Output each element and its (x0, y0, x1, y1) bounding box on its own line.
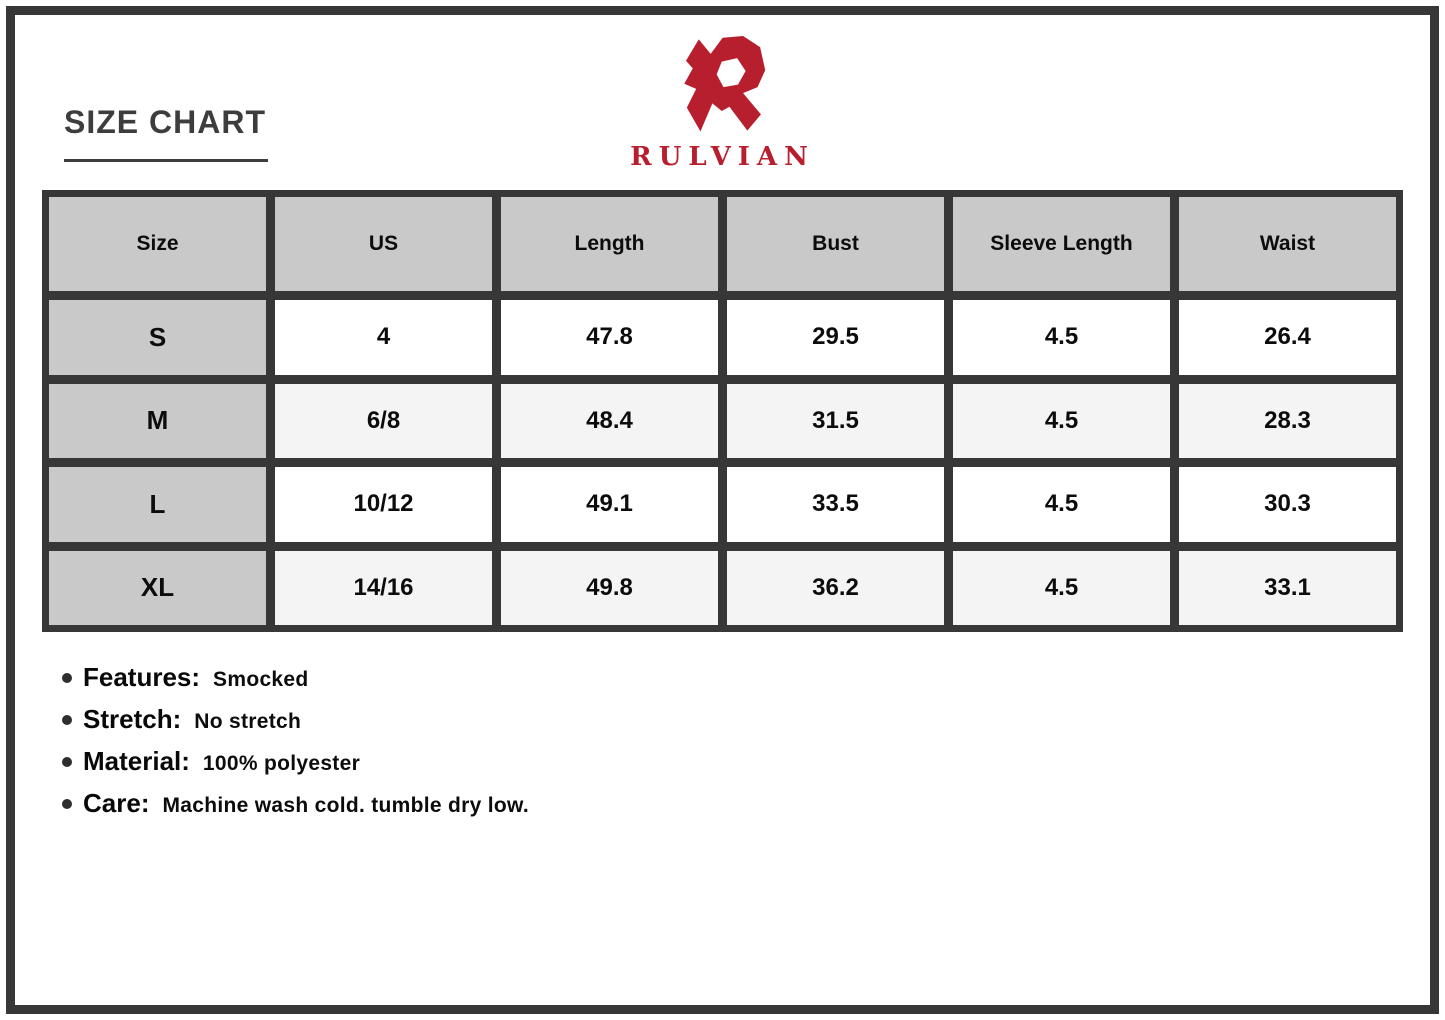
page-title: SIZE CHART (64, 104, 266, 140)
bullet-icon (62, 756, 72, 767)
table-cell-waist: 28.3 (1179, 383, 1396, 458)
table-cell-length: 48.4 (501, 383, 718, 458)
table-cell-waist: 26.4 (1179, 300, 1396, 375)
table-cell-length: 49.1 (501, 467, 718, 542)
bullet-icon (62, 672, 72, 683)
table-row-size-label: XL (49, 550, 266, 625)
product-details-list: Features: Smocked Stretch: No stretch Ma… (62, 662, 529, 819)
brand-block: RULVIAN (630, 36, 815, 172)
table-cell-sleeve: 4.5 (953, 300, 1170, 375)
table-cell-sleeve: 4.5 (953, 550, 1170, 625)
detail-care: Care: Machine wash cold. tumble dry low. (62, 788, 529, 819)
detail-value: Machine wash cold. tumble dry low. (162, 794, 529, 817)
detail-label: Care: (83, 788, 150, 818)
table-cell-us: 6/8 (275, 383, 492, 458)
detail-label: Stretch: (83, 704, 182, 734)
table-cell-sleeve: 4.5 (953, 467, 1170, 542)
size-chart-table: Size US Length Bust Sleeve Length Waist … (42, 190, 1403, 632)
detail-features: Features: Smocked (62, 662, 529, 693)
title-underline (64, 159, 268, 162)
brand-logo-icon (684, 36, 766, 132)
detail-stretch: Stretch: No stretch (62, 704, 529, 735)
table-cell-length: 49.8 (501, 550, 718, 625)
table-cell-bust: 36.2 (727, 550, 944, 625)
table-cell-sleeve: 4.5 (953, 383, 1170, 458)
table-cell-us: 14/16 (275, 550, 492, 625)
table-cell-waist: 30.3 (1179, 467, 1396, 542)
table-cell-us: 4 (275, 300, 492, 375)
col-header-waist: Waist (1179, 197, 1396, 291)
detail-label: Material: (83, 746, 190, 776)
detail-value: Smocked (213, 668, 309, 691)
table-cell-us: 10/12 (275, 467, 492, 542)
bullet-icon (62, 714, 72, 725)
page-border-frame (6, 6, 1439, 1014)
table-cell-bust: 31.5 (727, 383, 944, 458)
detail-material: Material: 100% polyester (62, 746, 529, 777)
col-header-us: US (275, 197, 492, 291)
col-header-size: Size (49, 197, 266, 291)
col-header-length: Length (501, 197, 718, 291)
table-cell-bust: 33.5 (727, 467, 944, 542)
col-header-sleeve-length: Sleeve Length (953, 197, 1170, 291)
table-cell-waist: 33.1 (1179, 550, 1396, 625)
table-row-size-label: L (49, 467, 266, 542)
detail-label: Features: (83, 662, 201, 692)
table-row-size-label: S (49, 300, 266, 375)
detail-value: No stretch (194, 710, 302, 733)
brand-wordmark: RULVIAN (630, 142, 815, 172)
table-cell-length: 47.8 (501, 300, 718, 375)
col-header-bust: Bust (727, 197, 944, 291)
table-cell-bust: 29.5 (727, 300, 944, 375)
detail-value: 100% polyester (202, 752, 361, 775)
bullet-icon (62, 798, 72, 809)
table-row-size-label: M (49, 383, 266, 458)
